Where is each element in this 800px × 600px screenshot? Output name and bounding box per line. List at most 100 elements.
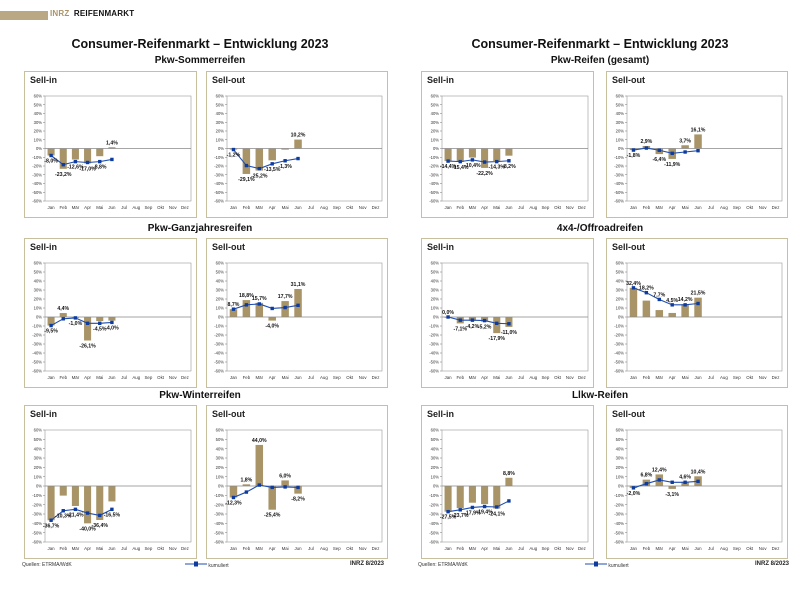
x-tick-label: Apr — [84, 205, 91, 210]
chart-svg: 60% 50% 40% 30% 20% 10% 0% -10% -20% -30% -40% -50%… — [429, 94, 589, 210]
x-tick-label: Jul — [308, 546, 314, 551]
line-marker — [49, 323, 53, 328]
y-tick-label: 0% — [218, 484, 224, 489]
y-tick-label: 50% — [616, 102, 625, 107]
y-tick-label: 60% — [216, 428, 225, 433]
data-label: -17,9% — [464, 510, 481, 516]
x-tick-label: Apr — [481, 375, 488, 380]
line-marker — [73, 507, 78, 512]
y-tick-label: 50% — [431, 437, 440, 442]
line-marker — [683, 150, 687, 154]
y-tick-label: 40% — [34, 111, 43, 116]
x-tick-label: Dez — [372, 205, 380, 210]
y-tick-label: -30% — [429, 342, 439, 347]
chart-svg: 60% 50% 40% 30% 20% 10% 0% -10% -20% -30% -40% -50%… — [214, 94, 383, 210]
y-tick-label: 20% — [216, 297, 225, 302]
chart-winter-sellout: Sell-out 60% 50% 40% 30% 20% 10% 0% -10% -20% -30%… — [206, 405, 388, 559]
x-tick-label: Sep — [145, 375, 153, 380]
y-tick-label: 30% — [431, 288, 440, 293]
data-label: -11,0% — [501, 330, 518, 336]
data-label: -25,2% — [251, 174, 268, 180]
data-label: -4,0% — [105, 325, 119, 331]
x-tick-label: Nov — [759, 546, 768, 551]
x-tick-label: Jun — [294, 205, 302, 210]
x-tick-label: Jun — [505, 205, 513, 210]
y-tick-label: -30% — [214, 342, 224, 347]
x-tick-label: Apr — [481, 546, 488, 551]
cumulative-line — [50, 155, 113, 166]
y-tick-label: 10% — [216, 474, 225, 479]
y-tick-label: 10% — [616, 306, 625, 311]
y-tick-label: 30% — [216, 288, 225, 293]
bar — [59, 148, 67, 169]
line-marker — [644, 291, 649, 295]
x-tick-label: Aug — [720, 375, 728, 380]
y-tick-label: -20% — [429, 333, 439, 338]
bar — [71, 486, 79, 506]
y-tick-label: 40% — [216, 111, 225, 116]
y-tick-label: -40% — [614, 521, 624, 526]
bar — [47, 317, 55, 326]
x-tick-label: Mai — [493, 205, 500, 210]
y-tick-label: -40% — [32, 181, 42, 186]
x-tick-label: Aug — [320, 375, 328, 380]
y-tick-label: -20% — [429, 502, 439, 507]
line-marker — [696, 479, 700, 484]
x-tick-label: Sep — [733, 546, 741, 551]
bar — [96, 148, 104, 157]
x-tick-label: Mai — [282, 205, 289, 210]
chart-sommer-sellout: Sell-out 60% 50% 40% 30% 20% 10% 0% -10% -20% -30%… — [206, 71, 388, 218]
x-tick-label: Jan — [230, 375, 238, 380]
bar — [668, 486, 676, 489]
bar — [255, 148, 264, 171]
bar — [694, 297, 702, 317]
y-tick-label: 10% — [216, 137, 225, 142]
panel-title: Sell-in — [427, 242, 455, 252]
data-label: -12,3% — [225, 500, 242, 506]
x-tick-label: Jan — [48, 375, 56, 380]
y-tick-label: 40% — [616, 111, 625, 116]
data-label: -36,4% — [92, 523, 109, 529]
y-tick-label: -50% — [214, 190, 224, 195]
x-tick-label: Apr — [481, 205, 488, 210]
section-title-llkw: Llkw-Reifen — [571, 390, 629, 401]
bar — [468, 486, 476, 503]
data-label: -17,0% — [79, 166, 96, 172]
bar — [629, 287, 638, 317]
y-tick-label: 40% — [431, 111, 440, 116]
line-marker — [458, 159, 462, 164]
cumulative-line — [233, 149, 299, 170]
legend-label: kumuliert — [208, 563, 229, 569]
x-tick-label: Jul — [708, 546, 714, 551]
data-label: -17,9% — [489, 336, 506, 342]
x-tick-label: Aug — [132, 546, 140, 551]
bar — [468, 148, 476, 158]
x-tick-label: Okt — [746, 205, 754, 210]
y-tick-label: 0% — [433, 146, 439, 151]
y-tick-label: -10% — [614, 324, 624, 329]
line-marker — [482, 504, 487, 509]
y-tick-label: 40% — [34, 446, 43, 451]
x-tick-label: Apr — [669, 375, 676, 380]
x-tick-label: Aug — [529, 375, 537, 380]
y-tick-label: -20% — [429, 164, 439, 169]
data-label: 8,8% — [503, 471, 515, 477]
y-tick-label: -10% — [32, 324, 42, 329]
panel-title: Sell-in — [427, 75, 455, 85]
bar — [505, 148, 513, 156]
y-tick-label: 50% — [431, 102, 440, 107]
data-label: -22,2% — [476, 171, 493, 177]
x-tick-label: Jun — [694, 546, 702, 551]
y-tick-label: 40% — [431, 279, 440, 284]
y-tick-label: 40% — [616, 446, 625, 451]
y-tick-label: -10% — [429, 155, 439, 160]
y-tick-label: -60% — [614, 369, 624, 374]
y-tick-label: 60% — [616, 261, 625, 266]
line-marker — [85, 511, 90, 515]
data-label: -26,1% — [79, 343, 96, 349]
x-tick-label: Sep — [542, 546, 550, 551]
x-tick-label: Feb — [456, 375, 464, 380]
y-tick-label: 20% — [34, 129, 43, 134]
y-tick-label: -60% — [32, 369, 42, 374]
x-tick-label: Jan — [48, 205, 56, 210]
